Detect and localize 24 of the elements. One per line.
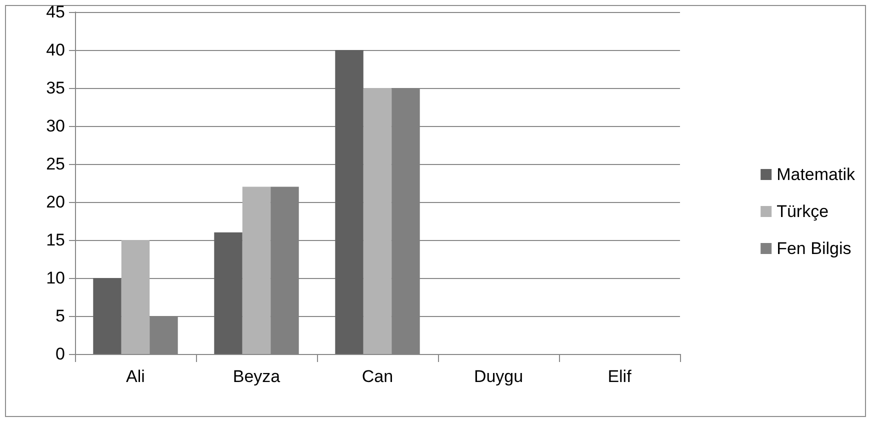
bar [121,240,150,354]
x-tick-label: Duygu [474,367,524,386]
x-tick-label: Ali [126,367,145,386]
x-tick-label: Elif [608,367,632,386]
y-tick-label: 10 [46,268,65,288]
y-tick-label: 5 [56,306,65,326]
legend-label: Matematik [776,165,856,184]
y-tick-label: 0 [56,344,65,364]
y-tick-label: 20 [46,192,65,212]
y-tick-label: 40 [46,40,65,60]
bar [214,232,242,354]
bar [363,88,392,354]
y-tick-label: 45 [46,2,65,22]
bar [335,50,364,354]
legend-label: Fen Bilgis [776,239,852,258]
x-tick-label: Can [362,367,394,386]
legend-label: Türkçe [776,202,829,221]
y-tick-label: 15 [46,230,65,250]
x-tick-label: Beyza [232,367,281,386]
y-tick-label: 25 [46,154,65,174]
bar [93,278,122,354]
y-tick-label: 30 [46,116,65,136]
bar [242,186,271,354]
y-tick-label: 35 [46,78,65,98]
